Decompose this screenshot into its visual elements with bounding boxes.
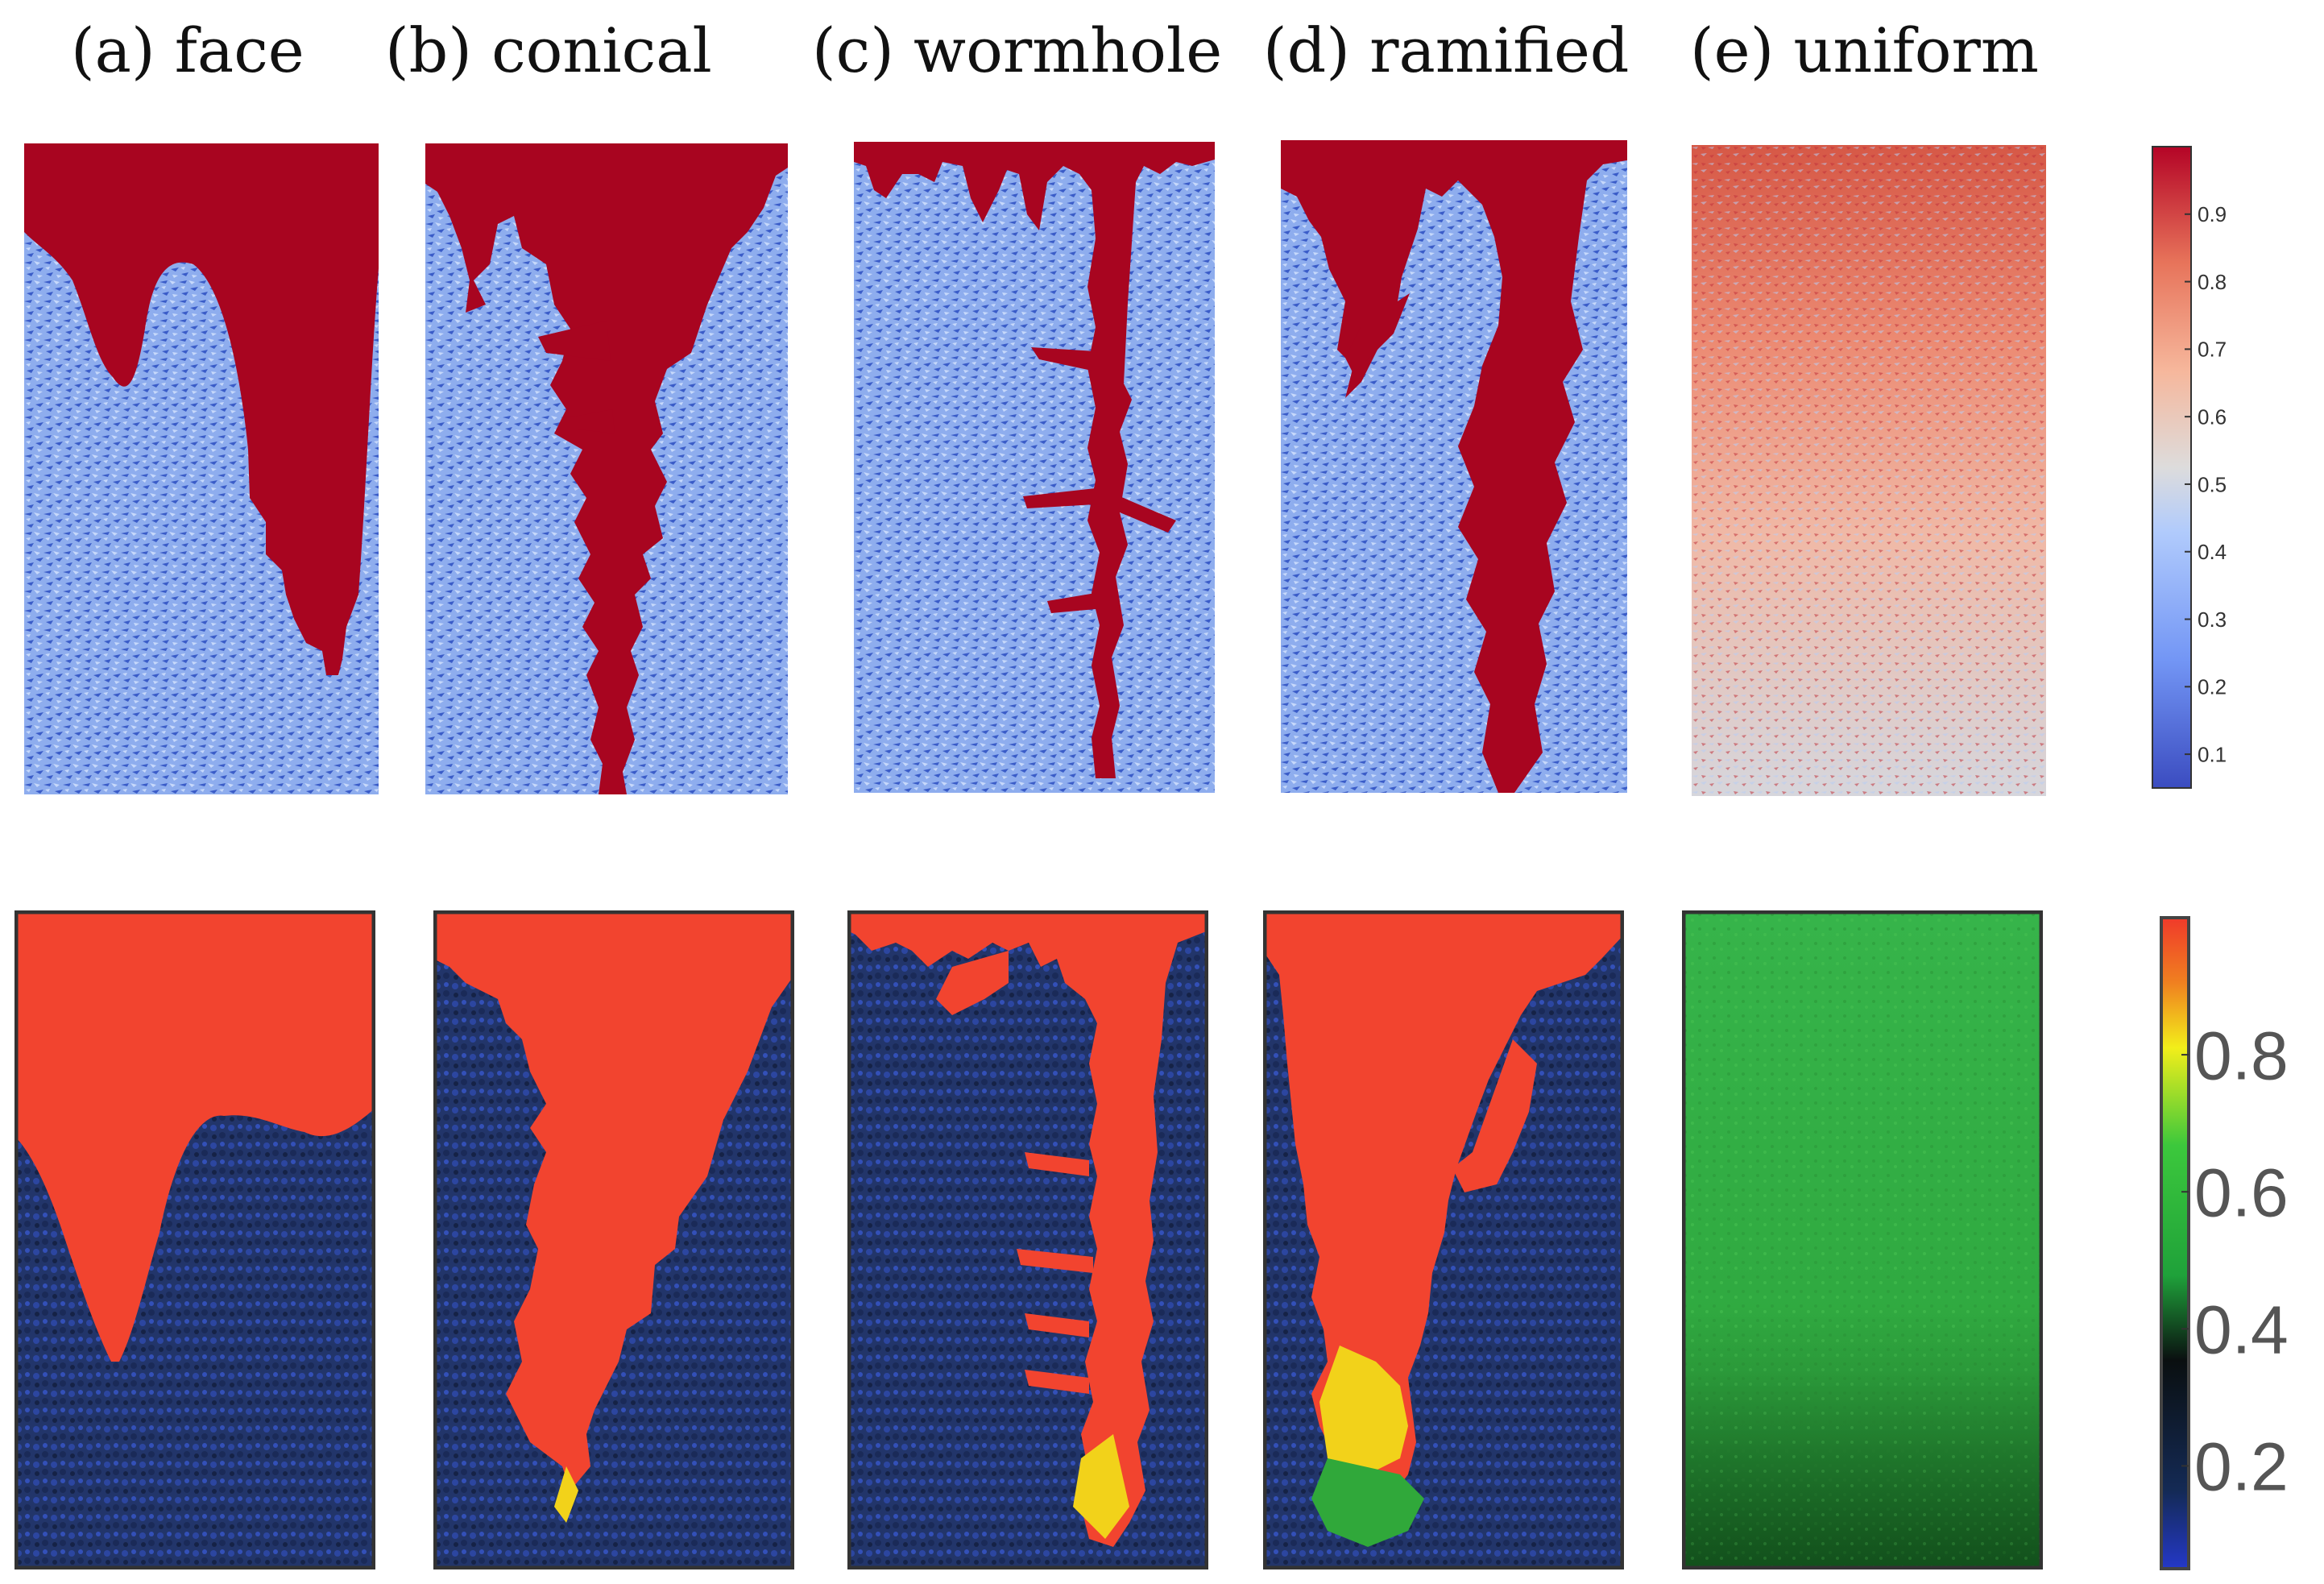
colorbar-tick-label: 0.3 [2198, 607, 2227, 632]
colorbar-tick-label: 0.5 [2198, 472, 2227, 496]
title-ramified: (d) ramified [1263, 15, 1630, 86]
top-panel-uniform [1692, 145, 2046, 796]
bottom-panel-wormhole [847, 910, 1208, 1569]
colorbar-tick-label: 0.8 [2194, 1018, 2289, 1093]
bottom-panel-conical [433, 910, 794, 1569]
bottom-colorbar-ticks: 0.8 0.6 0.4 0.2 [2181, 1018, 2289, 1505]
title-face: (a) face [71, 15, 304, 86]
colorbar-tick-label: 0.2 [2198, 675, 2227, 699]
top-panel-wormhole [854, 142, 1215, 793]
title-uniform: (e) uniform [1690, 15, 2039, 86]
top-panel-face [24, 143, 379, 794]
top-colorbar: 0.9 0.8 0.7 0.6 0.5 0.4 0.3 0.2 0.1 [2152, 146, 2227, 789]
bottom-panel-ramified [1263, 910, 1624, 1569]
title-wormhole: (c) wormhole [812, 15, 1223, 86]
colorbar-tick-label: 0.6 [2194, 1155, 2289, 1230]
colorbar-tick-label: 0.6 [2198, 405, 2227, 429]
colorbar-tick-label: 0.9 [2198, 202, 2227, 226]
bottom-colorbar: 0.8 0.6 0.4 0.2 [2160, 916, 2289, 1570]
colorbar-tick-label: 0.4 [2198, 540, 2227, 564]
top-panel-ramified [1281, 140, 1627, 793]
top-colorbar-ticks: 0.9 0.8 0.7 0.6 0.5 0.4 0.3 0.2 0.1 [2185, 202, 2227, 766]
colorbar-tick-label: 0.4 [2194, 1292, 2289, 1368]
title-conical: (b) conical [385, 15, 712, 86]
colorbar-tick-label: 0.8 [2198, 270, 2227, 294]
colorbar-tick-label: 0.2 [2194, 1429, 2289, 1505]
top-panel-conical [425, 143, 788, 794]
bottom-panel-uniform [1682, 910, 2043, 1569]
colorbar-tick-label: 0.1 [2198, 742, 2227, 766]
bottom-panel-face [14, 910, 375, 1569]
colorbar-tick-label: 0.7 [2198, 338, 2227, 362]
